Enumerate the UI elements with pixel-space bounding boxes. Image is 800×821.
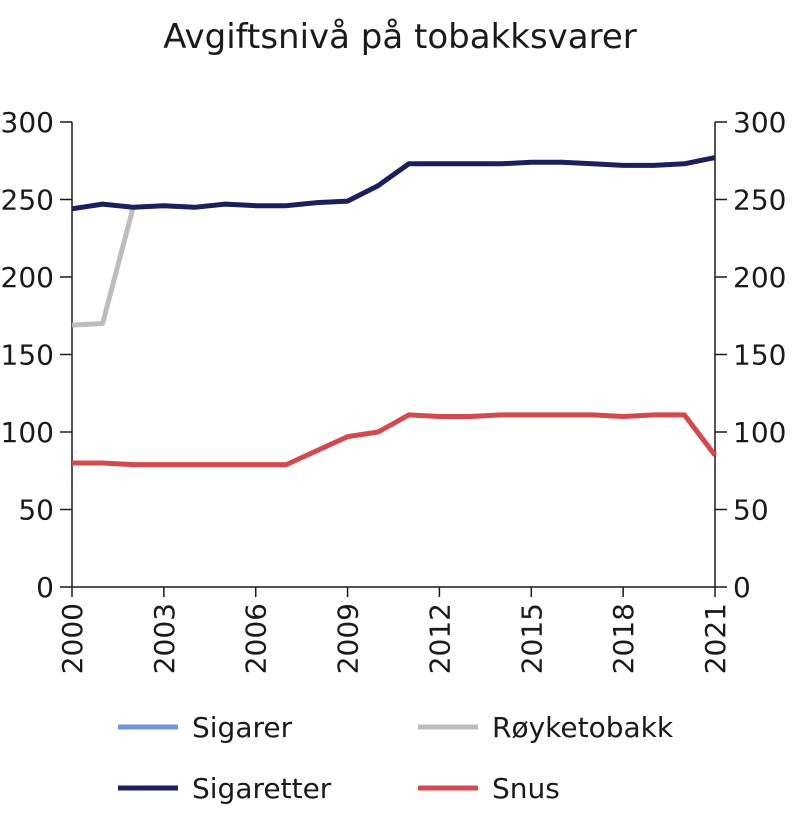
- right-y-ticks: 0 50 100 150 200 250 300: [715, 106, 786, 604]
- legend-label-sigarer: Sigarer: [192, 711, 293, 744]
- series-lines: [71, 155, 717, 468]
- left-tick-label: 200: [1, 261, 54, 294]
- right-tick-label: 100: [733, 416, 786, 449]
- left-tick-label: 150: [1, 339, 54, 372]
- right-tick-label: 300: [733, 106, 786, 139]
- left-y-ticks: 0 50 100 150 200 250 300: [1, 106, 72, 604]
- x-tick-label: 2018: [607, 603, 640, 674]
- right-tick-label: 0: [733, 571, 751, 604]
- left-tick-label: 50: [18, 494, 54, 527]
- legend-label-sigaretter: Sigaretter: [192, 772, 332, 805]
- x-tick-label: 2015: [515, 603, 548, 674]
- right-tick-label: 250: [733, 184, 786, 217]
- x-tick-label: 2006: [240, 603, 273, 674]
- right-tick-label: 200: [733, 261, 786, 294]
- legend-label-snus: Snus: [492, 772, 560, 805]
- chart-title: Avgiftsnivå på tobakksvarer: [163, 17, 637, 57]
- x-tick-label: 2012: [423, 603, 456, 674]
- x-tick-label: 2021: [699, 603, 732, 674]
- x-tick-label: 2000: [56, 603, 89, 674]
- series-line-royketobakk: [71, 206, 136, 328]
- right-tick-label: 50: [733, 494, 769, 527]
- x-ticks: 2000 2003 2006 2009 2012 2015 2018 2021: [56, 587, 732, 674]
- series-line-sigaretter: [71, 155, 716, 212]
- legend-label-royketobakk: Røyketobakk: [492, 711, 674, 744]
- axes: [71, 122, 716, 588]
- left-tick-label: 300: [1, 106, 54, 139]
- x-tick-label: 2003: [148, 603, 181, 674]
- series-line-snus: [72, 412, 717, 468]
- left-tick-label: 0: [36, 571, 54, 604]
- left-tick-label: 250: [1, 184, 54, 217]
- x-tick-label: 2009: [332, 603, 365, 674]
- left-tick-label: 100: [1, 416, 54, 449]
- right-tick-label: 150: [733, 339, 786, 372]
- legend: Sigarer Røyketobakk Sigaretter Snus: [118, 711, 674, 805]
